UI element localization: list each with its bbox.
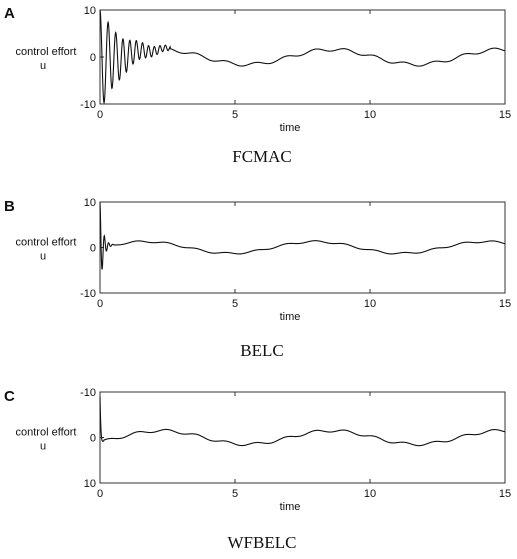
x-tick-label: 5 — [232, 298, 238, 310]
panel-letter: C — [4, 388, 15, 405]
y-axis-label-symbol: u — [40, 60, 46, 72]
y-axis-label: control effort — [16, 46, 77, 58]
panel-caption: WFBELC — [228, 533, 297, 552]
y-tick-label: 0 — [90, 243, 96, 255]
y-axis-label-symbol: u — [40, 251, 46, 263]
y-tick-label: -10 — [80, 99, 96, 111]
y-axis-label-symbol: u — [40, 441, 46, 453]
x-tick-label: 0 — [97, 298, 103, 310]
control-effort-trace — [99, 202, 506, 270]
plot-frame — [99, 391, 506, 484]
panel-caption: FCMAC — [232, 147, 292, 166]
x-tick-label: 0 — [97, 488, 103, 500]
panel-letter: B — [4, 198, 15, 215]
y-tick-label: -10 — [80, 288, 96, 300]
control-effort-trace — [99, 10, 506, 105]
panel-caption: BELC — [240, 341, 283, 360]
x-tick-label: 10 — [364, 488, 376, 500]
x-axis-label: time — [280, 311, 301, 323]
x-axis-label: time — [280, 122, 301, 134]
y-axis-label: control effort — [16, 237, 77, 249]
x-tick-label: 15 — [499, 298, 511, 310]
y-tick-label: 0 — [90, 52, 96, 64]
y-tick-label: 10 — [84, 197, 96, 209]
plot-frame — [99, 9, 506, 105]
control-effort-trace — [99, 396, 506, 447]
y-tick-label: -10 — [80, 387, 96, 399]
panel-letter: A — [4, 5, 15, 22]
x-tick-label: 0 — [97, 109, 103, 121]
x-axis-label: time — [280, 501, 301, 513]
x-tick-label: 10 — [364, 298, 376, 310]
y-tick-label: 10 — [84, 478, 96, 490]
x-tick-label: 5 — [232, 109, 238, 121]
y-axis-label: control effort — [16, 427, 77, 439]
x-tick-label: 15 — [499, 109, 511, 121]
y-tick-label: 10 — [84, 5, 96, 17]
x-tick-label: 10 — [364, 109, 376, 121]
x-tick-label: 15 — [499, 488, 511, 500]
x-tick-label: 5 — [232, 488, 238, 500]
y-tick-label: 0 — [90, 433, 96, 445]
